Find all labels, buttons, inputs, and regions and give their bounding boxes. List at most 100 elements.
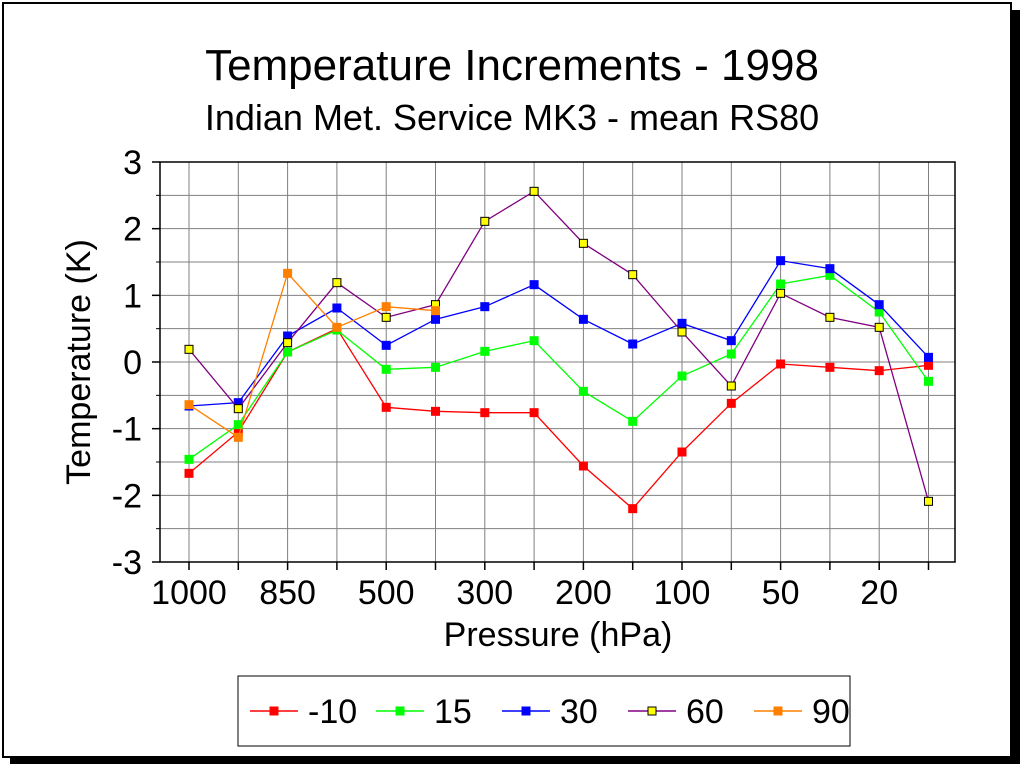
data-point bbox=[529, 186, 539, 196]
y-axis-ticks: 3 2 1 0 -1 -2 -3 bbox=[112, 144, 160, 582]
x-axis-ticks: 1000 850 500 300 200 100 50 20 bbox=[151, 562, 930, 612]
data-point bbox=[677, 318, 687, 328]
data-point bbox=[529, 408, 539, 418]
y-axis-label: Temperature (K) bbox=[60, 239, 98, 485]
series-line bbox=[188, 274, 930, 460]
data-point bbox=[381, 402, 391, 412]
data-point bbox=[677, 371, 687, 381]
y-tick-label: 2 bbox=[123, 211, 142, 249]
series-line bbox=[188, 272, 436, 439]
data-point bbox=[874, 366, 884, 376]
data-point bbox=[332, 278, 342, 288]
data-point bbox=[184, 344, 194, 354]
data-point bbox=[184, 400, 194, 410]
y-tick-label: -3 bbox=[112, 544, 142, 582]
data-point bbox=[332, 303, 342, 313]
data-point bbox=[283, 268, 293, 278]
data-point bbox=[283, 338, 293, 348]
data-point bbox=[776, 359, 786, 369]
data-point bbox=[381, 364, 391, 374]
frame-shadow-bottom bbox=[10, 756, 1020, 764]
series-15 bbox=[184, 270, 933, 464]
data-point bbox=[431, 314, 440, 324]
legend-label: 60 bbox=[686, 693, 724, 731]
data-point bbox=[677, 327, 687, 337]
data-point bbox=[431, 406, 440, 416]
legend-marker bbox=[773, 706, 783, 716]
data-point bbox=[628, 504, 638, 514]
data-point bbox=[381, 340, 391, 350]
data-point bbox=[529, 280, 539, 290]
data-point bbox=[431, 306, 440, 316]
data-point bbox=[578, 314, 588, 324]
data-point bbox=[874, 300, 884, 310]
data-point bbox=[924, 352, 933, 362]
series-line bbox=[188, 327, 929, 510]
y-tick-label: -2 bbox=[112, 477, 142, 515]
chart-subtitle: Indian Met. Service MK3 - mean RS80 bbox=[205, 97, 819, 138]
data-point bbox=[776, 288, 786, 298]
series-line bbox=[188, 190, 930, 502]
x-tick-label: 50 bbox=[762, 574, 800, 612]
y-tick-label: -1 bbox=[112, 411, 142, 449]
legend-entries: -10 15 30 60 90 bbox=[250, 693, 850, 731]
data-point bbox=[924, 496, 933, 506]
legend-label: 30 bbox=[560, 693, 598, 731]
data-point bbox=[578, 461, 588, 471]
legend-entry: 30 bbox=[502, 693, 598, 731]
data-point bbox=[776, 279, 786, 289]
chart-title: Temperature Increments - 1998 bbox=[205, 41, 819, 90]
series-group bbox=[184, 186, 933, 514]
data-point bbox=[480, 346, 490, 356]
data-point bbox=[726, 381, 736, 391]
x-axis-label: Pressure (hPa) bbox=[444, 616, 673, 654]
data-point bbox=[381, 312, 391, 322]
data-point bbox=[529, 336, 539, 346]
legend-label: 15 bbox=[434, 693, 472, 731]
legend-marker bbox=[269, 706, 279, 716]
data-point bbox=[924, 360, 933, 370]
x-tick-label: 300 bbox=[456, 574, 513, 612]
data-point bbox=[825, 312, 835, 322]
data-point bbox=[233, 432, 243, 442]
data-point bbox=[726, 398, 736, 408]
data-point bbox=[726, 349, 736, 359]
data-point bbox=[825, 264, 835, 274]
x-tick-label: 200 bbox=[555, 574, 612, 612]
series-90 bbox=[184, 268, 440, 442]
x-tick-label: 850 bbox=[259, 574, 316, 612]
y-tick-label: 1 bbox=[123, 277, 142, 315]
data-point bbox=[677, 447, 687, 457]
data-point bbox=[184, 454, 194, 464]
x-tick-label: 100 bbox=[654, 574, 711, 612]
frame-shadow-right bbox=[1012, 10, 1020, 762]
series-60 bbox=[184, 186, 933, 506]
data-point bbox=[628, 339, 638, 349]
data-point bbox=[332, 322, 342, 332]
data-point bbox=[480, 408, 490, 418]
data-point bbox=[825, 362, 835, 372]
grid bbox=[160, 161, 955, 563]
legend-entry: 15 bbox=[376, 693, 472, 731]
x-tick-label: 20 bbox=[860, 574, 898, 612]
data-point bbox=[480, 216, 490, 226]
legend-marker bbox=[521, 706, 531, 716]
chart-frame bbox=[2, 2, 1012, 758]
data-point bbox=[874, 307, 884, 317]
data-point bbox=[480, 302, 490, 312]
data-point bbox=[924, 376, 933, 386]
legend-marker bbox=[395, 706, 405, 716]
legend-marker bbox=[647, 706, 657, 716]
y-tick-label: 0 bbox=[123, 344, 142, 382]
data-point bbox=[578, 238, 588, 248]
data-point bbox=[283, 347, 293, 357]
data-point bbox=[184, 468, 194, 478]
series--10 bbox=[184, 324, 933, 514]
legend-entry: -10 bbox=[250, 693, 357, 731]
data-point bbox=[726, 336, 736, 346]
data-point bbox=[578, 386, 588, 396]
legend-entry: 60 bbox=[628, 693, 724, 731]
data-point bbox=[874, 322, 884, 332]
legend-entry: 90 bbox=[754, 693, 850, 731]
